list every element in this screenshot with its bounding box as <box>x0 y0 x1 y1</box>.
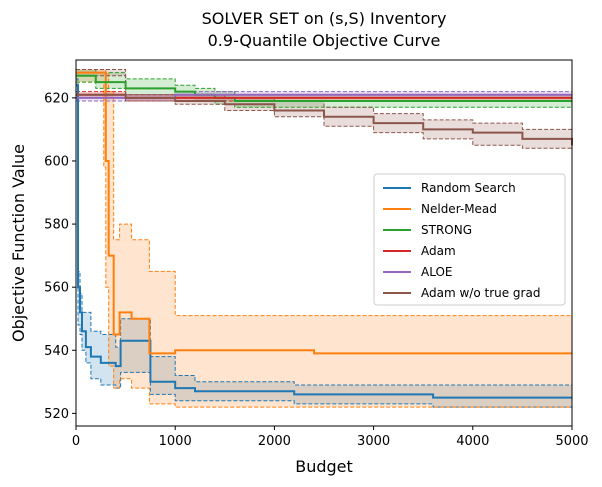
x-axis-label: Budget <box>295 457 353 476</box>
line-nelder-mead <box>76 71 572 355</box>
band-nelder-mead <box>76 69 572 408</box>
line-strong <box>76 74 572 102</box>
y-tick-label: 600 <box>44 154 69 169</box>
legend: Random Search Nelder-Mead STRONG Adam ALOE Ad… <box>373 173 566 306</box>
x-tick-label: 2000 <box>258 434 291 449</box>
x-tick-label: 1000 <box>159 434 192 449</box>
lower-bound-random-search <box>76 91 572 408</box>
chart-title: SOLVER SET on (s,S) Inventory <box>202 9 447 28</box>
chart-subtitle: 0.9-Quantile Objective Curve <box>208 31 441 50</box>
y-tick-label: 580 <box>44 218 69 233</box>
upper-bound-aloe <box>76 91 572 96</box>
y-tick-label: 560 <box>44 281 69 296</box>
legend-label-strong: STRONG <box>421 223 472 237</box>
legend-label-random-search: Random Search <box>421 181 516 195</box>
lower-bound-nelder-mead <box>76 81 572 408</box>
x-tick-label: 0 <box>72 434 80 449</box>
y-axis-ticks: 520 540 560 580 600 620 <box>44 91 76 422</box>
x-tick-label: 4000 <box>456 434 489 449</box>
y-axis-label: Objective Function Value <box>9 144 28 342</box>
series-lines <box>76 69 573 408</box>
lower-bound-strong <box>76 81 572 108</box>
legend-label-aloe: ALOE <box>421 265 453 279</box>
legend-label-nelder-mead: Nelder-Mead <box>421 202 497 216</box>
x-tick-label: 5000 <box>555 434 588 449</box>
x-tick-label: 3000 <box>357 434 390 449</box>
y-tick-label: 620 <box>44 91 69 106</box>
plot-frame <box>75 59 573 427</box>
y-tick-label: 520 <box>44 407 69 422</box>
y-tick-label: 540 <box>44 344 69 359</box>
line-random-search <box>76 84 572 399</box>
lower-bound-adam-w-o-true-grad <box>76 75 573 152</box>
legend-label-adam: Adam <box>421 244 456 258</box>
legend-box <box>373 173 566 306</box>
legend-label-adam-w-o-true-grad: Adam w/o true grad <box>421 286 540 300</box>
line-adam-w-o-true-grad <box>76 93 573 146</box>
upper-bound-nelder-mead <box>76 69 572 317</box>
x-axis-ticks: 0 1000 2000 3000 4000 5000 <box>72 426 589 449</box>
